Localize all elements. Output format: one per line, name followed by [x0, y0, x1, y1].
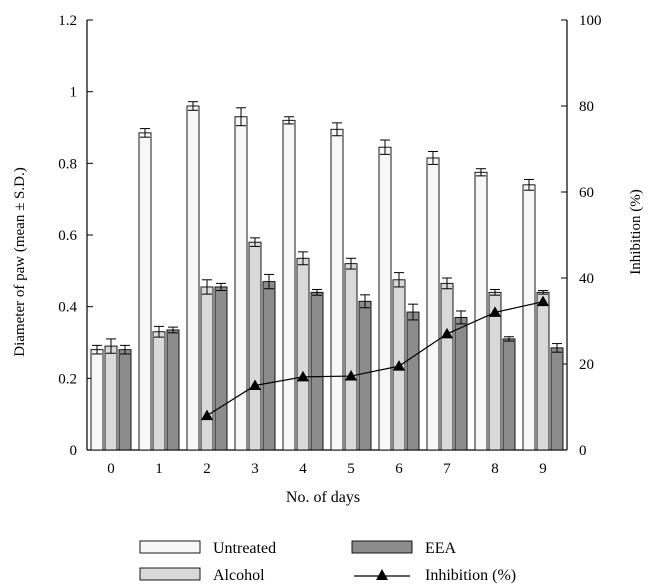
- inhibition-point-marker: [201, 409, 213, 421]
- inhibition-point-marker: [297, 370, 309, 382]
- legend: Untreated Alcohol EEA Inhibition (%): [139, 540, 516, 584]
- legend-marker-inhibition: [376, 569, 388, 580]
- y2-axis-title: Inhibition (%): [628, 189, 644, 274]
- legend-label: EEA: [425, 540, 457, 557]
- y-tick-label: 0: [70, 443, 78, 459]
- y-tick-label: 1: [70, 85, 78, 101]
- y2-tick-label: 60: [579, 185, 594, 201]
- bar-eea: [454, 316, 468, 451]
- x-tick-label: 9: [539, 461, 547, 477]
- x-tick-label: 1: [155, 461, 163, 477]
- bar-untreated: [330, 128, 344, 451]
- bar-eea: [262, 281, 276, 451]
- bar-untreated: [474, 171, 488, 451]
- inhibition-point-marker: [249, 379, 261, 390]
- bar-eea: [550, 347, 564, 451]
- bar-alcohol: [104, 345, 118, 451]
- bar-alcohol: [536, 291, 550, 451]
- x-tick-label: 5: [347, 461, 355, 477]
- bar-untreated: [90, 349, 104, 451]
- bar-eea: [310, 291, 324, 451]
- bar-untreated: [234, 116, 248, 451]
- bar-eea: [166, 329, 180, 451]
- x-tick-label: 6: [395, 461, 403, 477]
- y-tick-label: 0.2: [58, 371, 77, 387]
- bar-eea: [502, 338, 516, 451]
- bar-alcohol: [152, 331, 166, 451]
- y2-tick-label: 100: [579, 13, 602, 29]
- legend-label: Untreated: [213, 540, 276, 557]
- bar-untreated: [282, 119, 296, 451]
- plot-area: 0 0.2 0.4 0.6 0.8 1 1.2 0 20 40 60 80 100 0 1 2 3 4 5 6 7 8 9: [58, 13, 601, 477]
- bar-untreated: [378, 146, 392, 451]
- y-tick-label: 0.6: [58, 228, 77, 244]
- legend-swatch-untreated: [139, 540, 201, 554]
- bar-alcohol: [344, 263, 358, 451]
- y-tick-label: 0.8: [58, 156, 77, 172]
- y2-tick-label: 80: [579, 99, 594, 115]
- bar-eea: [118, 349, 132, 451]
- legend-label: Inhibition (%): [425, 567, 516, 584]
- x-tick-label: 2: [203, 461, 211, 477]
- x-tick-label: 7: [443, 461, 451, 477]
- y2-tick-label: 40: [579, 271, 594, 287]
- bar-alcohol: [200, 286, 214, 451]
- bar-untreated: [186, 105, 200, 451]
- bar-alcohol: [248, 241, 262, 451]
- inhibition-point-marker: [441, 327, 453, 339]
- y-axis-title: Diameter of paw (mean ± S.D.): [12, 167, 28, 356]
- x-tick-label: 0: [107, 461, 115, 477]
- y2-tick-label: 0: [579, 443, 587, 459]
- legend-swatch-alcohol: [139, 567, 201, 581]
- bar-untreated: [426, 157, 440, 451]
- x-tick-label: 3: [251, 461, 259, 477]
- x-axis-title: No. of days: [286, 489, 360, 506]
- inhibition-point-marker: [393, 360, 405, 371]
- bar-untreated: [522, 184, 536, 451]
- inhibition-point-marker: [345, 370, 357, 381]
- inhibition-point-marker: [489, 306, 501, 317]
- bar-eea: [406, 311, 420, 451]
- inhibition-line: [206, 301, 544, 417]
- legend-swatch-eea: [351, 540, 413, 554]
- y2-tick-label: 20: [579, 357, 594, 373]
- bar-untreated: [138, 132, 152, 451]
- y-tick-label: 1.2: [58, 13, 77, 29]
- bar-alcohol: [296, 257, 310, 451]
- x-tick-label: 4: [299, 461, 307, 477]
- bar-alcohol: [440, 282, 454, 451]
- bar-eea: [358, 300, 372, 451]
- x-tick-label: 8: [491, 461, 499, 477]
- y-tick-label: 0.4: [58, 300, 77, 316]
- inhibition-point-marker: [537, 295, 549, 307]
- legend-label: Alcohol: [213, 567, 265, 584]
- bar-eea: [214, 286, 228, 451]
